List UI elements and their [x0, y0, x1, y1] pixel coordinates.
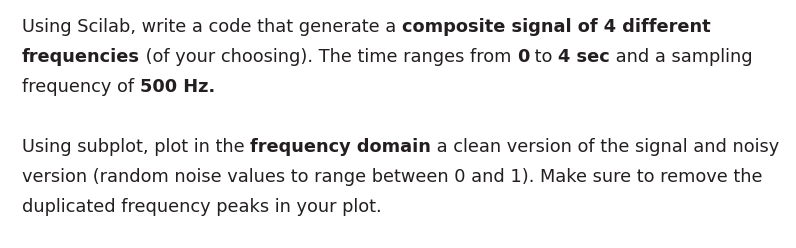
Text: duplicated frequency peaks in your plot.: duplicated frequency peaks in your plot.: [22, 198, 381, 216]
Text: Using Scilab, write a code that generate a: Using Scilab, write a code that generate…: [22, 18, 402, 36]
Text: a clean version of the signal and noisy: a clean version of the signal and noisy: [431, 138, 779, 156]
Text: (of your choosing). The time ranges from: (of your choosing). The time ranges from: [140, 48, 517, 66]
Text: version (random noise values to range between 0 and 1). Make sure to remove the: version (random noise values to range be…: [22, 168, 763, 186]
Text: 500 Hz.: 500 Hz.: [140, 78, 215, 96]
Text: to: to: [529, 48, 558, 66]
Text: frequency domain: frequency domain: [250, 138, 431, 156]
Text: 4 sec: 4 sec: [558, 48, 610, 66]
Text: Using subplot, plot in the: Using subplot, plot in the: [22, 138, 250, 156]
Text: frequencies: frequencies: [22, 48, 140, 66]
Text: and a sampling: and a sampling: [610, 48, 753, 66]
Text: 0: 0: [517, 48, 529, 66]
Text: frequency of: frequency of: [22, 78, 140, 96]
Text: composite signal of 4 different: composite signal of 4 different: [402, 18, 711, 36]
